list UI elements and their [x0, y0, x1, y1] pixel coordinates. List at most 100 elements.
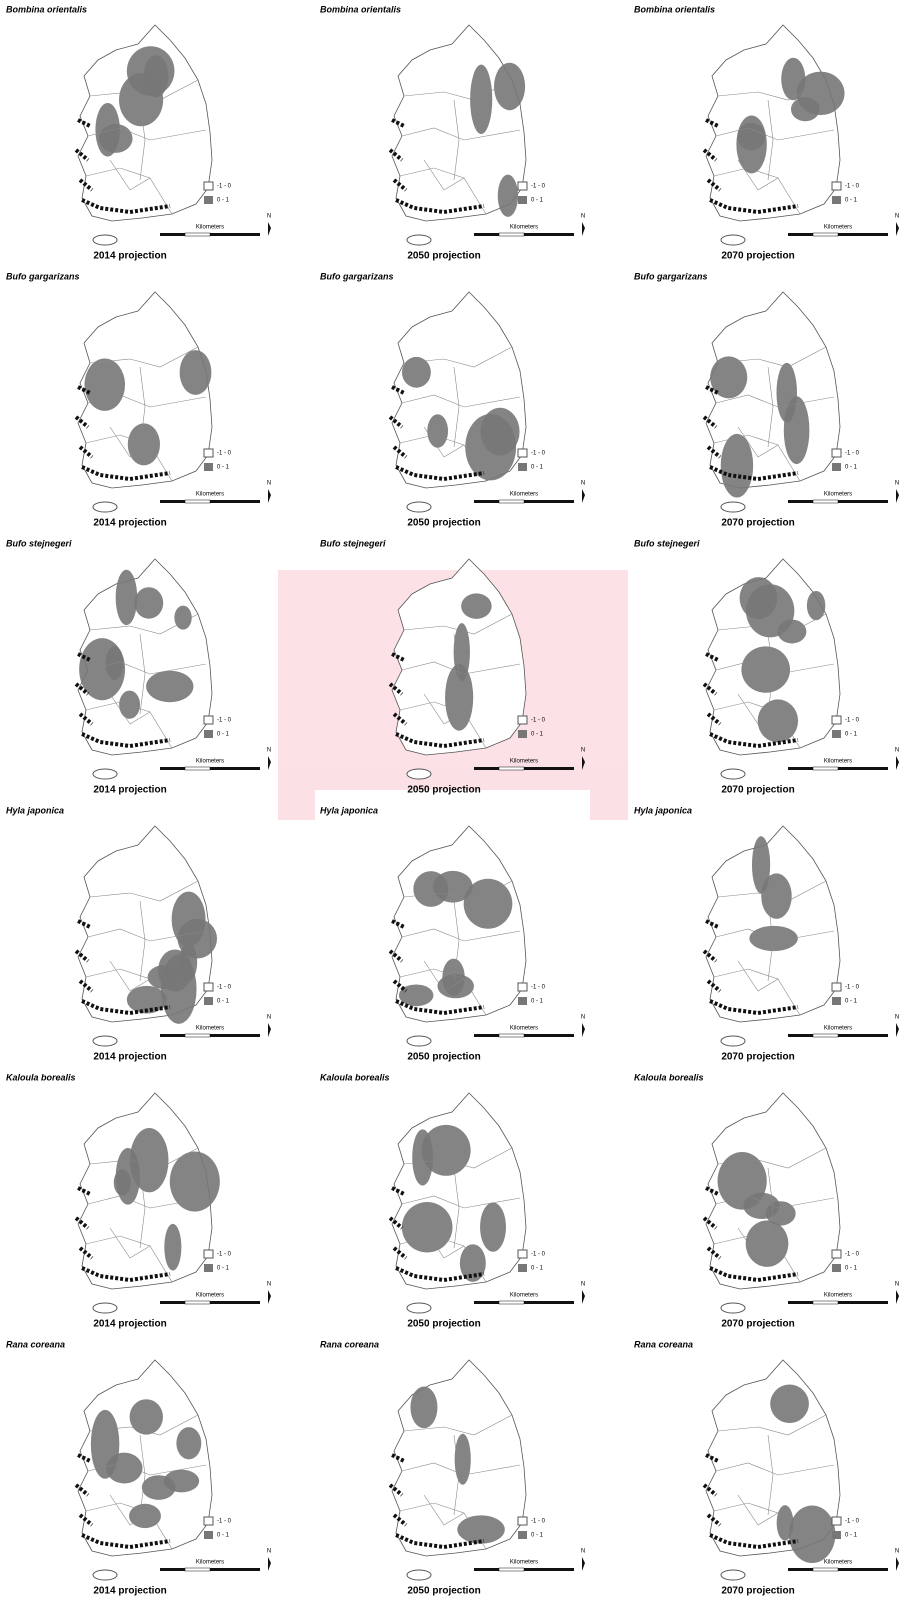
distribution-area — [410, 1387, 437, 1429]
north-arrow — [896, 1023, 899, 1037]
projection-label: 2050 projection — [407, 1052, 480, 1063]
jeju-island — [93, 235, 117, 245]
legend-swatch — [518, 1264, 527, 1272]
north-label: N — [895, 1282, 899, 1288]
legend-swatch — [832, 983, 841, 991]
map-panel: Kaloula borealis-1 - 00 - 1KilometersN20… — [6, 1072, 271, 1329]
north-arrow — [582, 1557, 585, 1571]
legend-label: 0 - 1 — [845, 999, 858, 1005]
legend-swatch — [204, 463, 213, 471]
species-title: Bombina orientalis — [634, 4, 715, 14]
distribution-area — [741, 646, 790, 692]
jeju-island — [721, 235, 745, 245]
scale-label: Kilometers — [510, 1560, 538, 1566]
north-arrow — [268, 1023, 271, 1037]
scale-label: Kilometers — [510, 1026, 538, 1032]
map-panel: Bufo stejnegeri-1 - 00 - 1KilometersN207… — [634, 538, 899, 795]
scale-bar-segment — [185, 1568, 210, 1571]
legend-swatch — [204, 1250, 213, 1258]
projection-label: 2070 projection — [721, 518, 794, 529]
jeju-island — [407, 1036, 431, 1046]
jeju-island — [93, 769, 117, 779]
distribution-area — [770, 1385, 809, 1424]
map-panel: Bombina orientalis-1 - 00 - 1KilometersN… — [634, 4, 899, 261]
distribution-area — [174, 606, 191, 630]
distribution-area — [470, 65, 492, 134]
north-arrow — [896, 1290, 899, 1304]
north-label: N — [895, 214, 899, 220]
legend-swatch — [518, 196, 527, 204]
distribution-area — [130, 1128, 169, 1192]
distribution-area — [422, 1125, 471, 1176]
projection-label: 2050 projection — [407, 251, 480, 262]
distribution-area — [134, 587, 163, 619]
distribution-area — [461, 593, 492, 618]
distribution-area — [170, 1151, 220, 1211]
distribution-area — [789, 1505, 836, 1563]
scale-bar-segment — [499, 1568, 524, 1571]
legend-swatch — [204, 182, 213, 190]
legend-swatch — [518, 716, 527, 724]
legend-swatch — [832, 1517, 841, 1525]
north-arrow — [268, 1290, 271, 1304]
legend-swatch — [832, 716, 841, 724]
distribution-area — [752, 836, 770, 893]
legend-label: -1 - 0 — [217, 184, 232, 190]
legend-swatch — [204, 449, 213, 457]
scale-bar-segment — [813, 1568, 838, 1571]
legend-label: -1 - 0 — [845, 451, 860, 457]
legend-label: 0 - 1 — [217, 999, 230, 1005]
projection-label: 2070 projection — [721, 1319, 794, 1330]
species-title: Bombina orientalis — [6, 4, 87, 14]
scale-label: Kilometers — [824, 1560, 852, 1566]
jeju-island — [93, 502, 117, 512]
scale-label: Kilometers — [824, 492, 852, 498]
figure: Bombina orientalis -1 - 0 0 - 1 Kilometers N… — [0, 0, 912, 1603]
distribution-area — [777, 1505, 794, 1540]
projection-label: 2050 projection — [407, 1319, 480, 1330]
legend-label: -1 - 0 — [217, 1519, 232, 1525]
legend-label: 0 - 1 — [217, 465, 230, 471]
north-label: N — [267, 1015, 271, 1021]
legend-swatch — [832, 449, 841, 457]
north-label: N — [581, 1549, 585, 1555]
map-panel: Bufo gargarizans-1 - 00 - 1KilometersN20… — [6, 271, 271, 528]
distribution-area — [176, 1427, 201, 1459]
projection-label: 2070 projection — [721, 251, 794, 262]
north-label: N — [895, 1549, 899, 1555]
species-title: Rana coreana — [634, 1339, 693, 1349]
distribution-area — [402, 1202, 453, 1252]
projection-label: 2014 projection — [93, 251, 166, 262]
country-outline — [706, 25, 840, 221]
country-outline — [706, 826, 840, 1022]
distribution-area — [116, 570, 138, 625]
north-label: N — [581, 214, 585, 220]
north-label: N — [581, 481, 585, 487]
scale-bar-segment — [813, 1301, 838, 1304]
distribution-area — [142, 1475, 176, 1500]
projection-label: 2014 projection — [93, 1586, 166, 1597]
species-title: Bombina orientalis — [320, 4, 401, 14]
legend-swatch — [204, 716, 213, 724]
distribution-area — [99, 124, 133, 153]
distribution-area — [464, 879, 513, 929]
north-arrow — [582, 489, 585, 503]
legend-label: -1 - 0 — [845, 184, 860, 190]
legend-label: 0 - 1 — [531, 1533, 544, 1539]
legend-label: 0 - 1 — [217, 1266, 230, 1272]
legend-label: 0 - 1 — [845, 1266, 858, 1272]
legend-swatch — [204, 1517, 213, 1525]
legend-swatch — [832, 1531, 841, 1539]
distribution-area — [498, 175, 518, 217]
legend-label: -1 - 0 — [845, 1519, 860, 1525]
country-outline — [392, 1093, 526, 1289]
legend-swatch — [832, 997, 841, 1005]
projection-label: 2070 projection — [721, 785, 794, 796]
distribution-area — [119, 691, 140, 719]
legend-swatch — [204, 997, 213, 1005]
legend-swatch — [518, 1250, 527, 1258]
species-title: Bufo gargarizans — [634, 271, 708, 281]
map-panel: Bombina orientalis-1 - 00 - 1KilometersN… — [320, 4, 585, 261]
north-arrow — [896, 756, 899, 770]
